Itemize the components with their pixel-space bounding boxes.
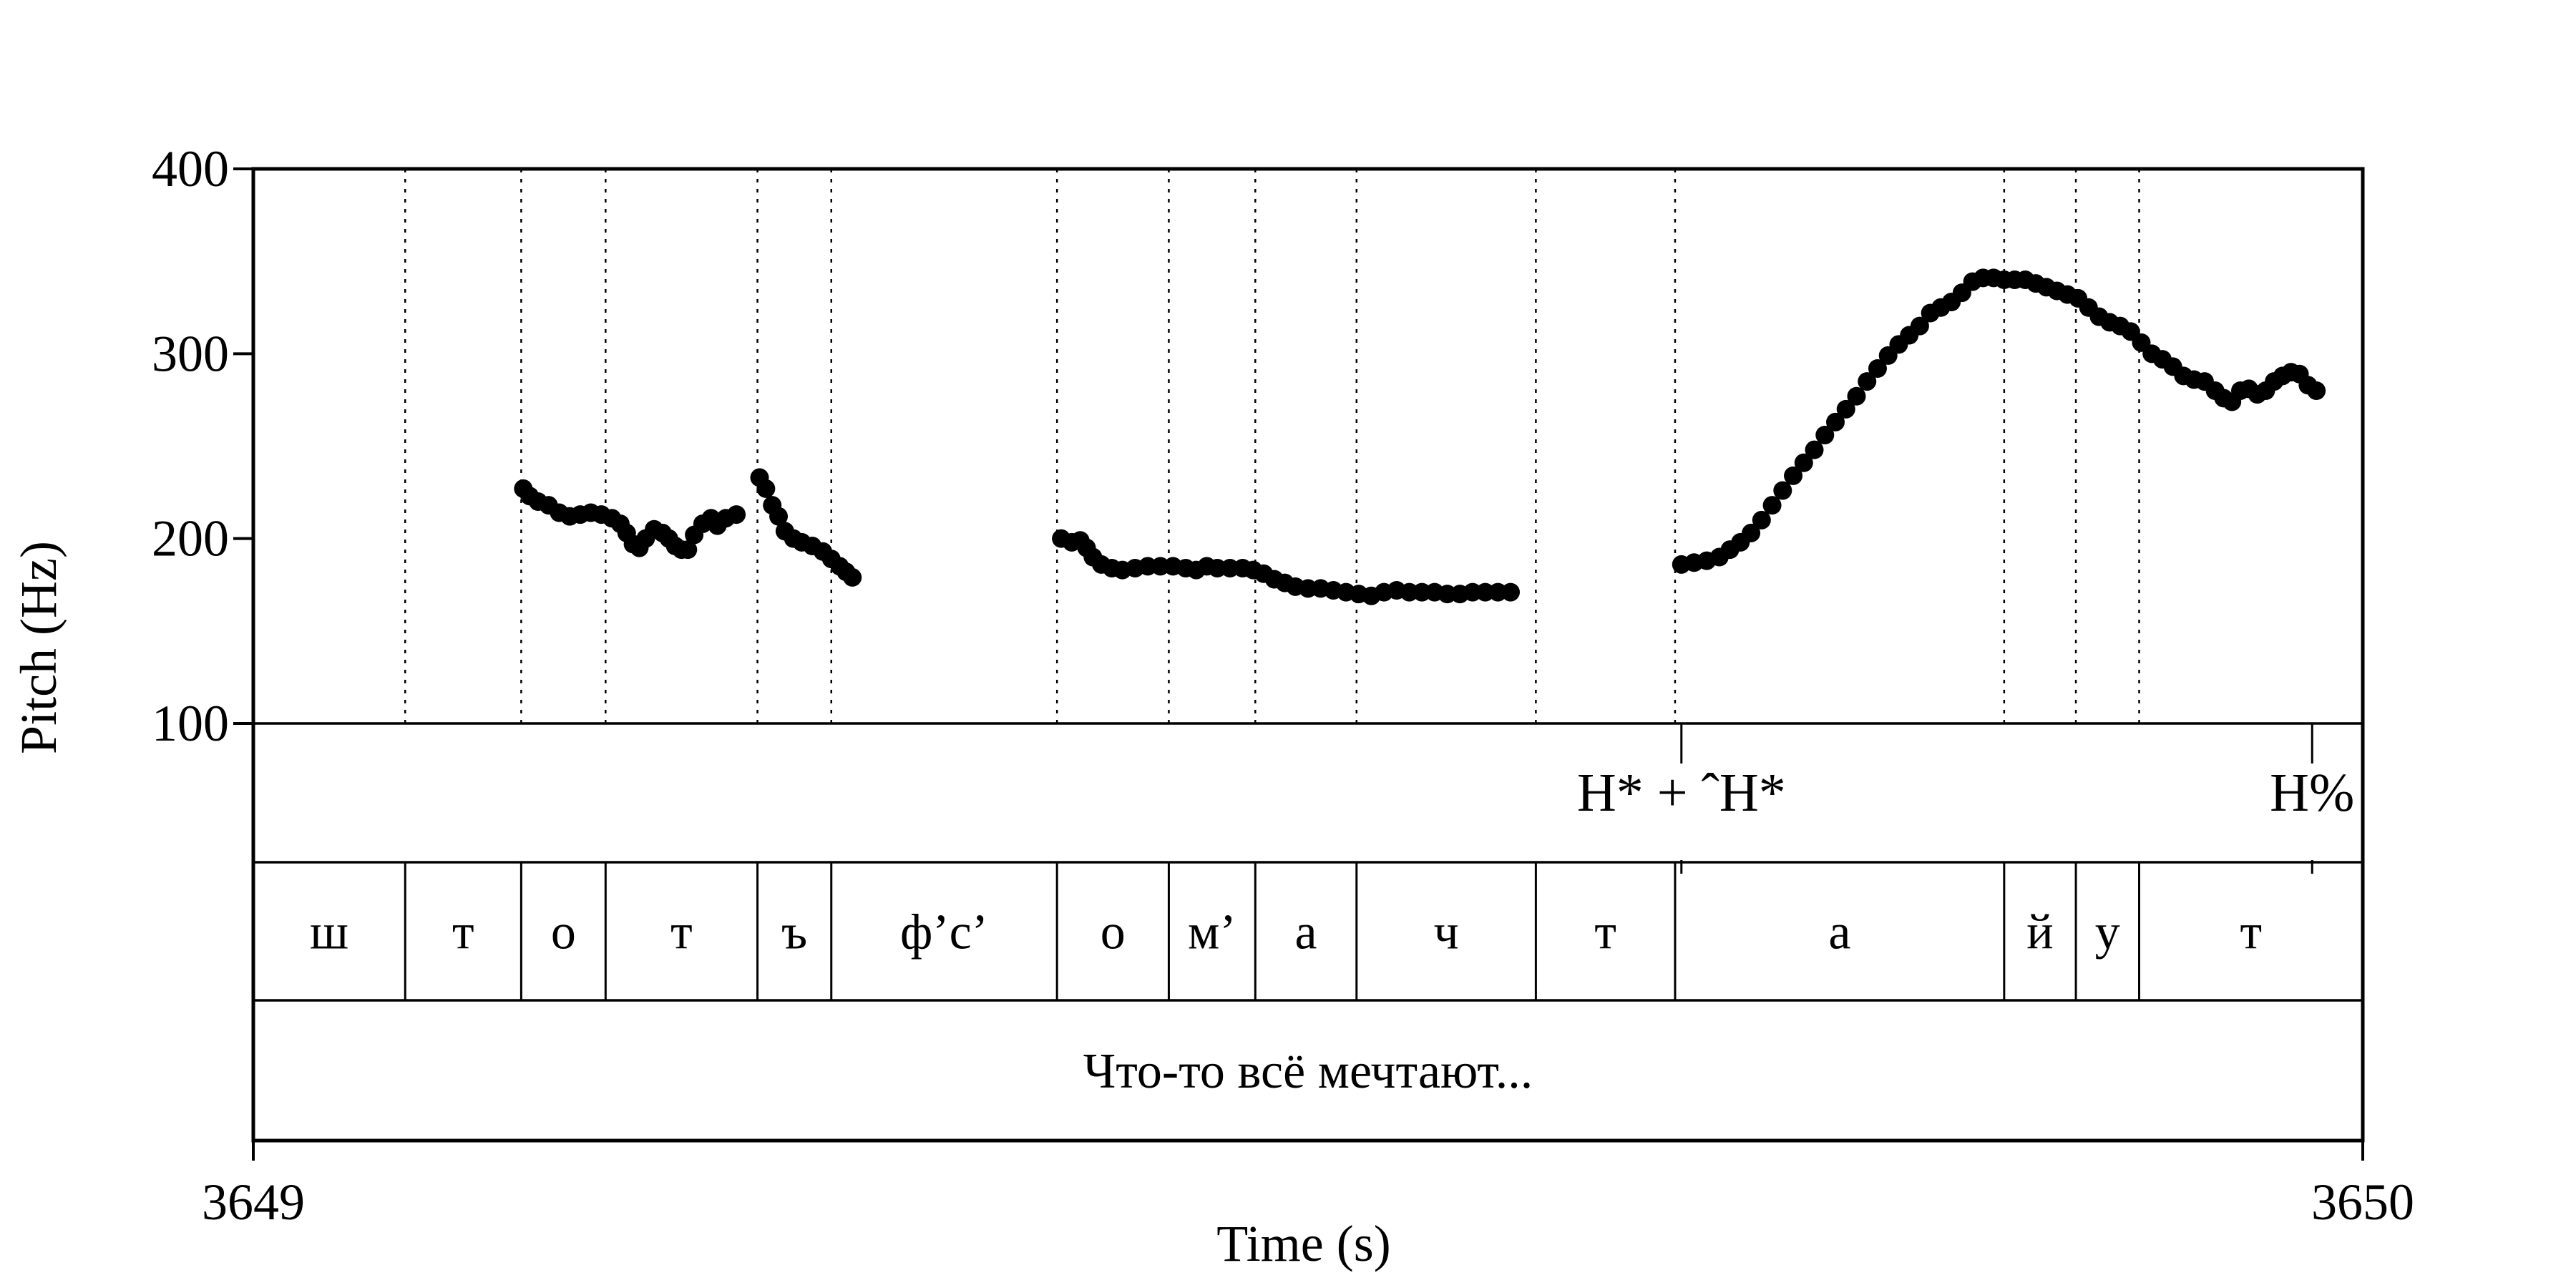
x-axis-title: Time (s) — [1216, 1215, 1390, 1272]
segment-boundaries — [404, 169, 2140, 723]
segment-label: й — [2026, 905, 2053, 960]
x-tick-label: 3649 — [202, 1174, 305, 1231]
segment-label: ъ — [781, 905, 807, 960]
annotation-tiers: H* + ˆH* H% ш т о т ъ ф’с’ о м’ а ч т а й у т Что-то всё … — [310, 723, 2354, 1099]
x-tick-label: 3650 — [2311, 1174, 2414, 1231]
segment-label: т — [1594, 905, 1616, 960]
pitch-point — [1815, 426, 1835, 444]
tone-label: H% — [2270, 763, 2354, 823]
segment-label: т — [2240, 905, 2262, 960]
tone-label: H* + ˆH* — [1577, 763, 1786, 823]
plot-frame — [251, 167, 2365, 1143]
y-tick-label: 200 — [152, 510, 229, 567]
pitch-point — [1910, 316, 1929, 336]
pitch-point — [1794, 453, 1813, 472]
pitch-point — [1501, 582, 1521, 602]
pitch-point — [1847, 386, 1866, 406]
pitch-point — [1805, 440, 1824, 459]
pitch-point — [1826, 412, 1845, 431]
segment-label: м’ — [1188, 905, 1236, 960]
pitch-point — [756, 479, 776, 498]
pitch-point — [1858, 372, 1877, 391]
segment-label: ш — [310, 905, 348, 960]
segment-label: т — [452, 905, 474, 960]
segment-label: а — [1295, 905, 1317, 960]
y-tick-label: 300 — [152, 325, 229, 382]
y-tick-label: 400 — [152, 140, 229, 197]
pitch-point — [1868, 359, 1887, 378]
pitch-point — [769, 507, 789, 526]
axis-ticks: 100 200 300 400 3649 3650 — [152, 140, 2414, 1231]
segment-label: а — [1828, 905, 1850, 960]
segment-label: о — [1101, 905, 1126, 960]
pitch-point — [1784, 466, 1803, 485]
segment-label: ф’с’ — [900, 905, 988, 960]
segment-label: у — [2095, 905, 2120, 960]
pitch-point — [1773, 481, 1792, 500]
segment-label: ч — [1433, 905, 1458, 960]
pitch-point — [678, 540, 698, 560]
y-tick-label: 100 — [152, 695, 229, 752]
segment-label: о — [551, 905, 576, 960]
utterance-label: Что-то всё мечтают... — [1083, 1044, 1533, 1099]
y-axis-title: Pitch (Hz) — [10, 541, 67, 754]
pitch-point — [1762, 496, 1782, 515]
pitch-point — [2307, 381, 2326, 400]
pitch-point — [1752, 510, 1771, 530]
pitch-point — [1742, 523, 1761, 542]
pitch-points — [514, 268, 2326, 605]
pitch-point — [727, 505, 746, 525]
segment-label: т — [670, 905, 693, 960]
pitch-point — [843, 567, 862, 587]
pitch-point — [1836, 399, 1855, 419]
outer-frame — [251, 167, 2365, 1143]
